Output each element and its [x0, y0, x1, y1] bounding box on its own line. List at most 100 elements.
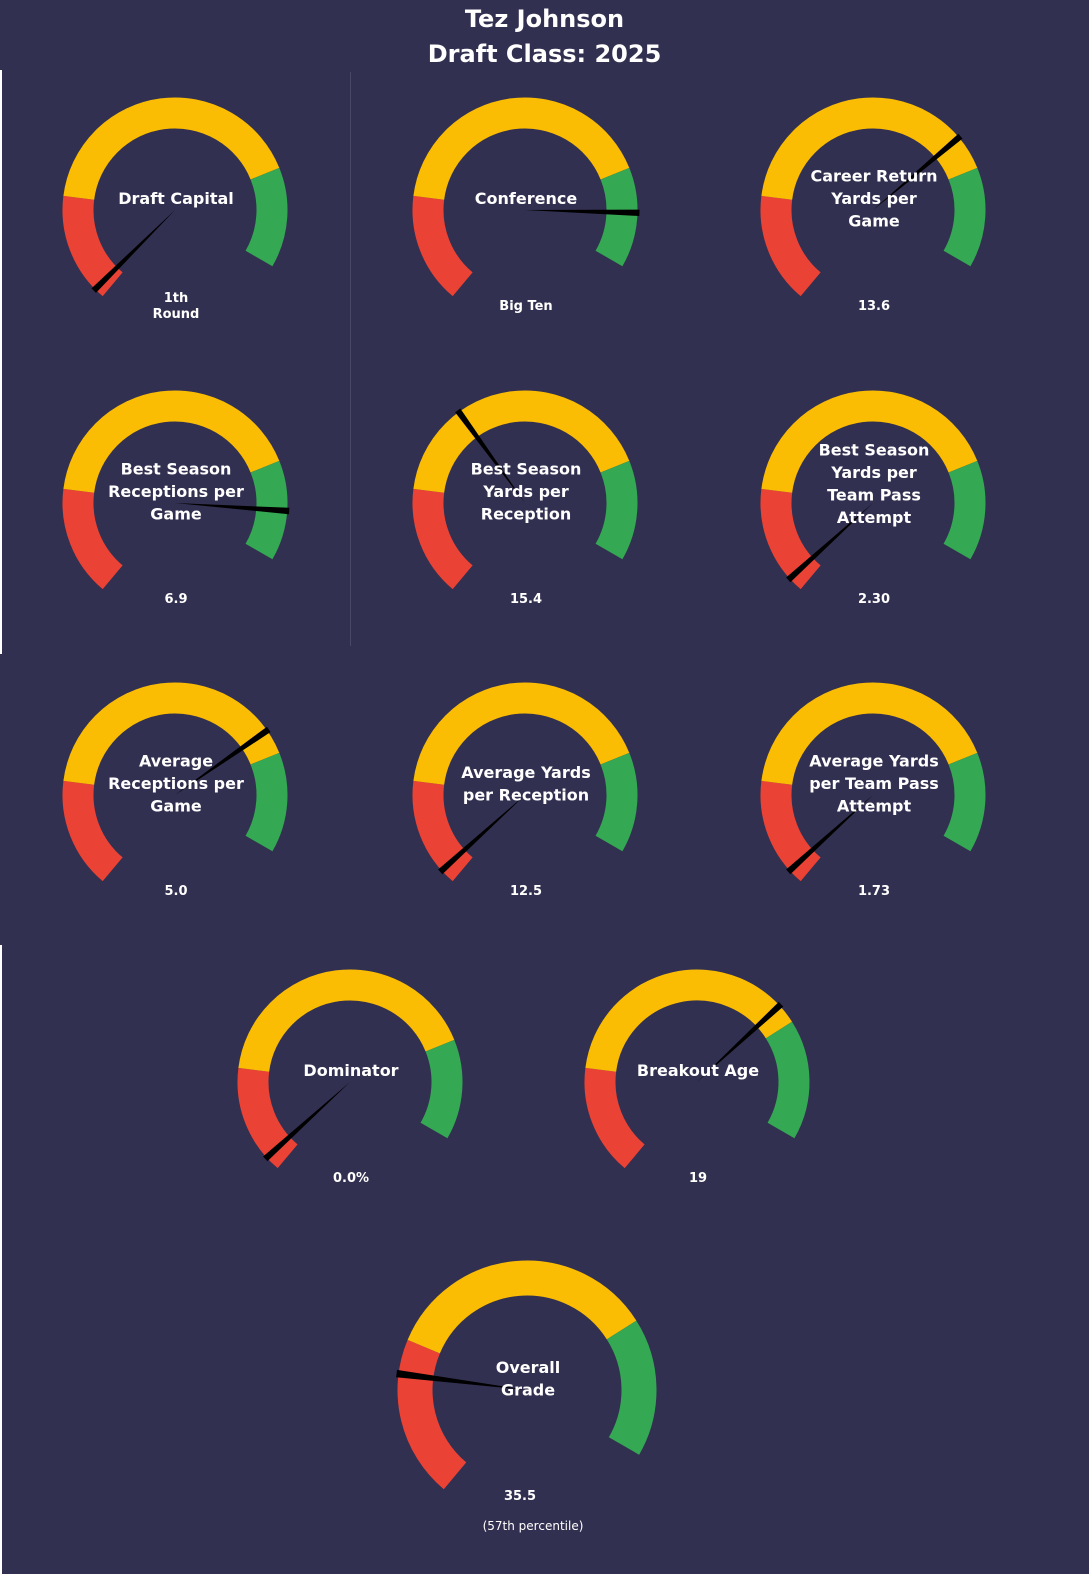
gauge-band-average	[238, 969, 455, 1073]
gauge-title: Receptions per	[108, 482, 244, 501]
gauge-needle	[396, 1369, 527, 1390]
section-divider	[350, 72, 351, 646]
gauge-title: Best Season	[819, 440, 930, 459]
gauge-band-good	[595, 460, 638, 560]
gauge-value: Big Ten	[499, 299, 552, 314]
gauge-band-poor	[397, 1339, 467, 1490]
gauge-band-average	[63, 390, 280, 494]
gauge-percentile: (57th percentile)	[483, 1519, 584, 1533]
gauge-value: 6.9	[164, 592, 187, 607]
gauge-value: 0.0%	[333, 1171, 369, 1186]
gauge-value: 2.30	[858, 592, 890, 607]
gauge-band-average	[413, 682, 630, 786]
gauge-title: Yards per	[830, 463, 917, 482]
gauge-band-poor	[62, 780, 124, 882]
gauge-value: 13.6	[858, 299, 890, 314]
gauge-value: 5.0	[164, 884, 187, 899]
gauge-needle	[175, 503, 290, 515]
gauge-band-average	[63, 682, 280, 786]
gauge-band-good	[420, 1039, 463, 1139]
gauge: Conference Big Ten	[412, 97, 640, 314]
gauge-title: Grade	[501, 1380, 555, 1399]
gauge-title: Attempt	[837, 797, 912, 816]
gauge-value: 19	[689, 1171, 707, 1186]
gauge-title: Best Season	[121, 460, 232, 479]
left-edge-highlight	[0, 945, 2, 1574]
gauge-band-good	[245, 752, 288, 852]
gauge-band-good	[943, 460, 986, 560]
gauge-band-average	[413, 97, 630, 201]
gauge-band-poor	[62, 488, 124, 590]
gauge-band-poor	[584, 1067, 646, 1169]
draft-class: Draft Class: 2025	[427, 40, 662, 68]
gauge-title: Average	[139, 752, 213, 771]
gauge-title: Dominator	[303, 1061, 398, 1080]
gauge-title: Overall	[496, 1358, 561, 1377]
gauge-band-average	[761, 682, 978, 786]
gauge-title: per Reception	[463, 785, 589, 804]
gauge-band-good	[943, 752, 986, 852]
gauge-title: Game	[848, 212, 900, 231]
gauge-band-average	[761, 97, 978, 201]
gauge: Breakout Age 19	[584, 969, 810, 1186]
gauge: Average Yards per Reception 12.5	[412, 682, 638, 899]
gauge-needle	[525, 209, 640, 216]
gauge-band-average	[63, 97, 280, 201]
player-name: Tez Johnson	[464, 5, 625, 33]
gauge: Best Season Yards per Reception 15.4	[412, 390, 638, 607]
gauge-band-good	[595, 167, 638, 267]
gauge-band-poor	[412, 488, 474, 590]
gauge-needle	[697, 1001, 784, 1082]
gauge-title: Average Yards	[461, 763, 590, 782]
gauge-needle	[263, 1082, 350, 1162]
gauge-needle	[91, 210, 175, 293]
left-edge-highlight	[0, 70, 2, 654]
gauge-title: Game	[150, 797, 202, 816]
gauge: Career Return Yards per Game 13.6	[760, 97, 986, 314]
gauge: Average Yards per Team Pass Attempt 1.73	[760, 682, 986, 899]
gauge: Best Season Receptions per Game 6.9	[62, 390, 290, 607]
gauge-band-poor	[412, 195, 474, 297]
gauge-title: Yards per	[482, 482, 569, 501]
gauge-title: Reception	[481, 505, 571, 524]
gauge-needle	[786, 503, 873, 583]
gauge-title: Career Return	[810, 167, 937, 186]
gauge-title: per Team Pass	[809, 774, 939, 793]
gauge-value: 15.4	[510, 592, 542, 607]
gauge-needle	[438, 795, 525, 875]
gauge-band-good	[943, 167, 986, 267]
gauge-title: Draft Capital	[118, 189, 234, 208]
gauge-band-poor	[62, 195, 124, 297]
gauge-band-average	[761, 390, 978, 494]
gauge: Best Season Yards per Team Pass Attempt 2.30	[760, 390, 986, 607]
gauge-band-average	[585, 969, 792, 1073]
gauge-needle	[786, 795, 873, 875]
gauge-band-good	[595, 752, 638, 852]
gauge-band-average	[413, 390, 630, 494]
gauge-needle	[175, 726, 271, 795]
gauge-value: 35.5	[504, 1489, 536, 1504]
gauge-title: Conference	[475, 189, 578, 208]
gauge-title: Average Yards	[809, 752, 938, 771]
gauge: Dominator 0.0%	[237, 969, 463, 1186]
gauge-band-good	[606, 1320, 657, 1455]
gauge-title: Yards per	[830, 189, 917, 208]
gauge-band-good	[245, 167, 288, 267]
gauge-title: Team Pass	[827, 485, 921, 504]
gauge-value: 12.5	[510, 884, 542, 899]
gauge-title: Attempt	[837, 508, 912, 527]
gauge-title: Game	[150, 505, 202, 524]
gauge-needle	[455, 408, 525, 503]
gauge-band-average	[407, 1260, 637, 1354]
gauge-band-poor	[760, 195, 822, 297]
gauge-value: 1.73	[858, 884, 890, 899]
gauge-needle	[873, 133, 963, 210]
gauge-title: Breakout Age	[637, 1061, 759, 1080]
gauge: Overall Grade 35.5 (57th percentile)	[396, 1260, 657, 1533]
gauge-title: Best Season	[471, 460, 582, 479]
gauge: Average Receptions per Game 5.0	[62, 682, 288, 899]
gauge-value: 1th	[164, 291, 189, 306]
